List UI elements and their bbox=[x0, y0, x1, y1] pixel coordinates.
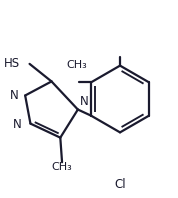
Text: CH₃: CH₃ bbox=[66, 60, 87, 70]
Text: N: N bbox=[80, 95, 88, 108]
Text: N: N bbox=[9, 89, 18, 102]
Text: HS: HS bbox=[4, 57, 20, 70]
Text: N: N bbox=[13, 118, 22, 131]
Text: CH₃: CH₃ bbox=[52, 162, 72, 172]
Text: Cl: Cl bbox=[114, 178, 126, 191]
